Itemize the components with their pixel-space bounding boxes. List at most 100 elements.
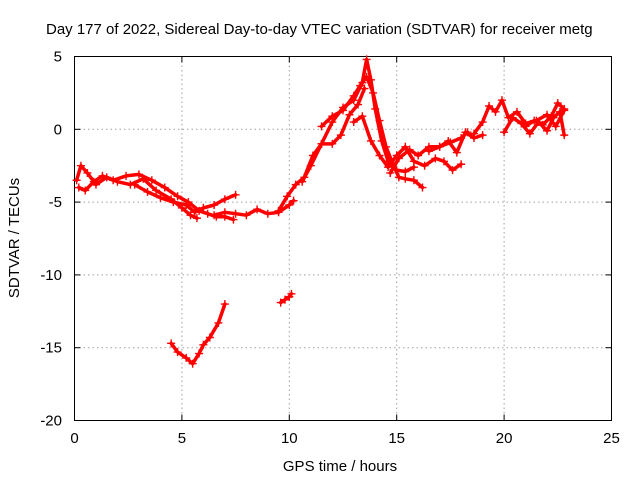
data-point (289, 196, 298, 205)
data-point (485, 102, 494, 111)
data-point (160, 183, 169, 192)
data-point (89, 177, 98, 186)
data-point (81, 186, 90, 195)
data-point (448, 166, 457, 175)
data-point (439, 157, 448, 166)
data-point (220, 195, 229, 204)
data-series-arc-12 (424, 128, 472, 156)
data-point (551, 122, 560, 131)
data-point (328, 112, 337, 121)
data-point (463, 128, 472, 137)
data-point (345, 110, 354, 119)
data-point (369, 88, 378, 97)
data-point (381, 142, 390, 151)
data-point (74, 183, 83, 192)
data-point (431, 154, 440, 163)
data-point (478, 118, 487, 127)
data-point (169, 198, 178, 207)
data-point (287, 289, 296, 298)
data-point (401, 174, 410, 183)
data-point (109, 176, 118, 185)
data-point (547, 112, 556, 121)
data-point (274, 206, 283, 215)
data-point (339, 106, 347, 115)
data-point (276, 298, 285, 307)
data-point (560, 104, 569, 113)
data-series-arc-1 (72, 161, 201, 223)
axis-ticks (74, 56, 612, 421)
data-point (500, 128, 509, 137)
data-point (418, 183, 427, 192)
data-point (199, 340, 208, 349)
data-point (360, 84, 369, 93)
data-series-arc-10 (349, 112, 466, 175)
data-point (497, 96, 506, 105)
data-point (394, 173, 403, 182)
data-point (405, 145, 414, 154)
data-point (76, 161, 85, 170)
series-line (523, 101, 566, 129)
data-series-arc-15 (521, 99, 569, 131)
data-point (356, 81, 365, 90)
series-line (132, 182, 238, 215)
data-point (491, 107, 500, 116)
y-tick-label: -5 (49, 194, 62, 211)
data-point (366, 136, 375, 145)
data-point (386, 168, 395, 177)
y-tick-label: 0 (54, 121, 62, 138)
data-point (401, 167, 410, 176)
data-point (362, 72, 371, 81)
data-point (375, 151, 384, 160)
data-point (186, 211, 195, 220)
y-tick-label: 5 (54, 49, 62, 66)
data-point (358, 112, 367, 121)
data-point (414, 151, 423, 160)
data-point (190, 208, 199, 217)
y-tick-label: -15 (40, 340, 62, 357)
data-point (328, 139, 337, 148)
data-point (98, 171, 107, 180)
data-point (424, 147, 433, 156)
data-point (285, 201, 294, 210)
data-point (401, 142, 410, 151)
data-point (512, 107, 521, 116)
data-point (72, 176, 81, 185)
axis-tick-labels: 0 5 10 15 20 25 -20 -15 -10 -5 0 5 (40, 49, 620, 448)
data-point (298, 177, 307, 186)
data-point (543, 126, 552, 135)
data-point (420, 161, 429, 170)
x-axis-label: GPS time / hours (283, 458, 397, 475)
data-point (336, 131, 345, 140)
data-point (362, 55, 371, 64)
data-point (152, 186, 161, 195)
data-point (83, 168, 92, 177)
data-point (173, 348, 182, 357)
data-series-arc-3 (130, 180, 240, 217)
x-tick-label: 20 (496, 430, 513, 447)
data-point (538, 120, 547, 129)
data-point (349, 91, 358, 100)
data-point (435, 142, 444, 151)
data-point (409, 176, 418, 185)
data-point (147, 176, 156, 185)
x-tick-label: 25 (603, 430, 620, 447)
data-point (394, 154, 403, 163)
plot-frame (74, 56, 612, 421)
x-tick-label: 10 (281, 430, 298, 447)
data-series-arc-4 (210, 196, 298, 220)
y-tick-label: -10 (40, 267, 62, 284)
data-point (210, 201, 219, 210)
data-point (291, 180, 300, 189)
data-point (231, 209, 240, 218)
y-tick-label: -20 (40, 413, 62, 430)
data-point (122, 171, 131, 180)
data-point (182, 201, 191, 210)
data-point (203, 209, 212, 218)
data-point (354, 100, 363, 109)
data-point (543, 110, 552, 119)
data-point (317, 139, 326, 148)
data-point (446, 138, 455, 147)
chart-title: Day 177 of 2022, Sidereal Day-to-day VTE… (46, 21, 593, 38)
data-series-arc-6 (276, 289, 296, 307)
